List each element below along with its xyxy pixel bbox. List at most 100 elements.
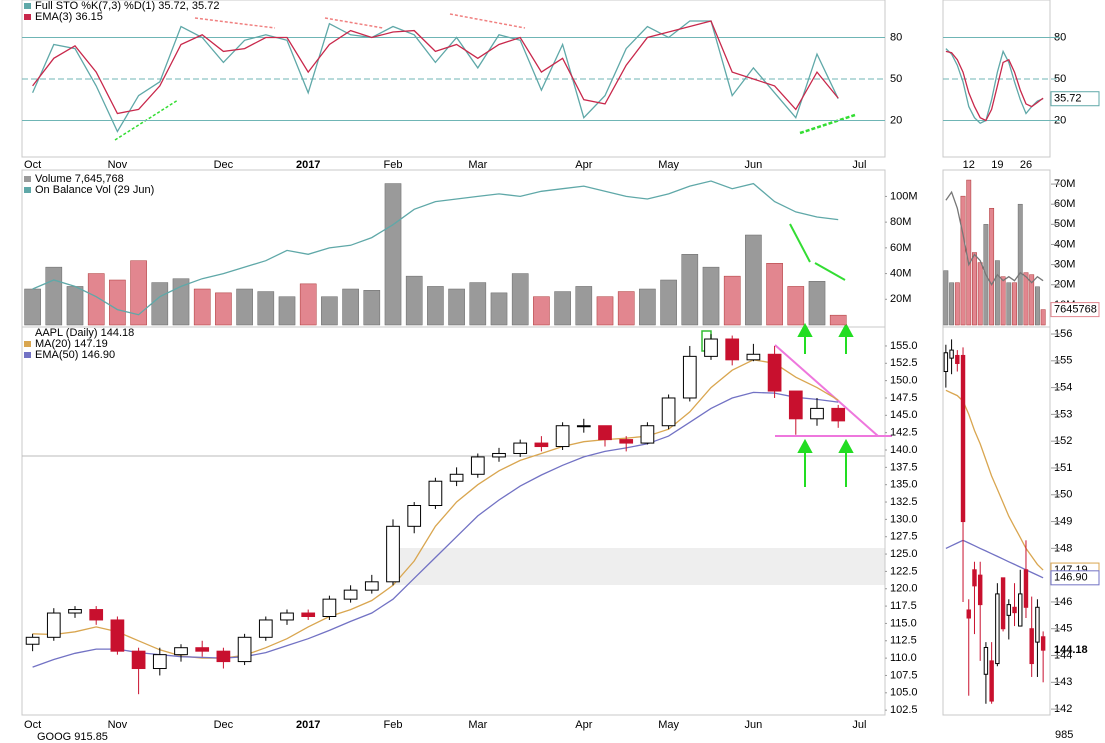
volume-bar (639, 288, 656, 326)
y-tick-label: 155.0 (890, 340, 918, 352)
x-tick-label: May (658, 719, 679, 731)
y-tick-label: 142 (1054, 703, 1072, 715)
y-tick-label: 152.5 (890, 357, 918, 369)
legend-swatch (24, 14, 31, 20)
candle-body (1023, 569, 1029, 608)
x-tick-label: Apr (575, 159, 592, 171)
candle-body (492, 452, 506, 458)
y-tick-label: 125.0 (890, 548, 918, 560)
legend-swatch (24, 3, 31, 9)
candle-body (301, 612, 316, 617)
volume-bar (660, 279, 677, 326)
candle-body (280, 612, 294, 621)
y-tick-label: 115.0 (890, 617, 917, 629)
y-tick-label: 150 (1054, 489, 1072, 501)
candle-body (1035, 606, 1040, 643)
legend-label: MA(20) 147.19 (35, 338, 108, 350)
y-tick-label: 137.5 (890, 461, 918, 473)
candle-body (788, 390, 803, 420)
candle-body (949, 349, 954, 359)
volume-bar (977, 262, 983, 326)
candle-body (152, 654, 167, 670)
volume-bar (363, 290, 381, 326)
y-tick-label: 142.5 (890, 427, 918, 439)
volume-bar (960, 195, 966, 326)
candle-body (1000, 577, 1006, 630)
candle-body (1012, 606, 1017, 614)
trendline (799, 113, 856, 135)
arrows (797, 322, 854, 487)
y-tick-label: 80 (890, 31, 902, 43)
trendline (194, 17, 276, 29)
volume-bar (575, 286, 593, 326)
candle-body (995, 593, 1000, 665)
series-line (32, 359, 839, 659)
candle-body (513, 442, 528, 454)
series-line (945, 50, 1044, 122)
volume-bar (257, 291, 275, 326)
end-label-box (1050, 91, 1100, 107)
volume-bar (954, 282, 960, 326)
y-tick-label: 153 (1054, 408, 1072, 420)
candle-body (25, 636, 40, 645)
y-tick-label: 144 (1054, 649, 1072, 661)
x-tick-label: Dec (214, 719, 234, 731)
y-tick-label: 127.5 (890, 531, 918, 543)
x-tick-label: Oct (24, 719, 41, 731)
candle-body (661, 397, 676, 427)
close-label: 144.18 (1054, 644, 1088, 656)
volume-bar (723, 275, 741, 326)
x-tick-label: 2017 (296, 719, 320, 731)
y-tick-label: 140.0 (890, 444, 918, 456)
y-tick-label: 143 (1054, 676, 1072, 688)
candle-body (831, 407, 846, 422)
end-label-box (1050, 570, 1100, 586)
candle-body (1018, 593, 1023, 627)
candle-body (449, 473, 464, 482)
y-tick-label: 135.0 (890, 479, 918, 491)
volume-bar (1034, 286, 1040, 326)
candle-body (955, 354, 960, 364)
candle-body (343, 589, 358, 600)
candle-body (725, 338, 740, 361)
x-tick-label: Feb (384, 159, 403, 171)
candle-body (983, 646, 989, 675)
candle-body (960, 354, 966, 523)
candle-body (966, 609, 971, 619)
volume-bar (745, 234, 762, 326)
volume-bar (787, 286, 805, 326)
volume-bar (1040, 309, 1046, 326)
legend-swatch (24, 176, 31, 182)
y-tick-label: 60M (890, 242, 911, 254)
y-tick-label: 148 (1054, 542, 1072, 554)
volume-bar (808, 281, 826, 326)
y-tick-label: 20 (890, 114, 902, 126)
volume-bar (1023, 272, 1029, 326)
volume-bar (994, 260, 1000, 326)
candle-body (364, 581, 379, 591)
candle-body (977, 574, 983, 606)
trendline (789, 223, 811, 263)
y-tick-label: 100M (890, 190, 918, 202)
volume-bar (45, 266, 63, 326)
series-line (32, 391, 839, 668)
volume-bar (554, 291, 571, 326)
y-tick-label: 149 (1054, 515, 1072, 527)
candle-body (682, 355, 697, 399)
x-tick-label: 26 (1020, 159, 1032, 171)
volume-bar (702, 266, 720, 326)
volume-bar (215, 292, 232, 326)
volume-bar (989, 207, 995, 326)
y-tick-label: 102.5 (890, 704, 918, 716)
volume-bar (1000, 276, 1006, 326)
candle-body (619, 439, 634, 444)
y-tick-label: 50M (1054, 218, 1075, 230)
y-tick-label: 122.5 (890, 565, 918, 577)
candle-body (237, 636, 252, 663)
x-tick-label: Nov (108, 719, 128, 731)
candle-body (640, 425, 655, 444)
end-label: 7645768 (1054, 304, 1097, 316)
candle-body (195, 647, 210, 652)
